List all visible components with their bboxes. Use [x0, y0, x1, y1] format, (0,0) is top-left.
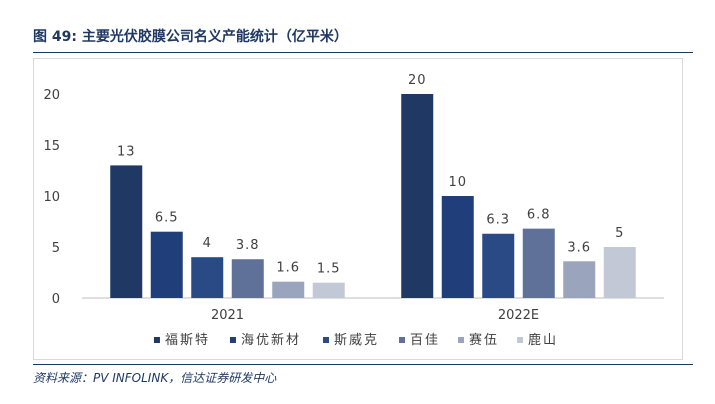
legend-label: 鹿山: [528, 332, 558, 348]
bar: [312, 282, 345, 298]
legend-label: 赛伍: [469, 332, 499, 348]
legend-item: 海优新材: [229, 332, 301, 348]
legend-item: 斯威克: [322, 333, 379, 348]
legend-label: 斯威克: [334, 333, 379, 348]
data-label: 6.5: [155, 211, 179, 226]
legend-swatch: [458, 337, 465, 343]
bar: [482, 233, 515, 298]
bar: [522, 228, 555, 298]
legend-item: 百佳: [399, 333, 440, 348]
data-label: 4: [203, 236, 212, 251]
y-tick-label: 10: [43, 190, 60, 205]
legend-swatch: [322, 337, 329, 343]
x-axis: 2021 2022E: [82, 297, 664, 323]
bar: [191, 257, 224, 298]
legend-label: 海优新材: [241, 332, 301, 348]
data-label: 6.3: [486, 213, 510, 228]
data-label: 6.8: [527, 208, 551, 223]
legend-item: 福斯特: [153, 333, 210, 348]
source-note: 资料来源：PV INFOLINK，信达证券研发中心: [33, 371, 277, 385]
x-tick-label: 2021: [211, 308, 244, 323]
data-label: 10: [448, 175, 467, 190]
data-label: 5: [615, 226, 624, 241]
bar: [110, 165, 143, 298]
legend-swatch: [517, 337, 524, 343]
bar: [603, 247, 636, 298]
legend-label: 百佳: [410, 333, 440, 348]
legend: 福斯特 海优新材 斯威克 百佳 赛伍 鹿山: [153, 332, 558, 348]
y-tick-label: 5: [52, 241, 60, 256]
title-rule: [33, 52, 693, 53]
data-label: 20: [408, 73, 427, 88]
legend-swatch: [229, 337, 236, 343]
legend-label: 福斯特: [165, 333, 210, 348]
y-tick-label: 15: [43, 139, 60, 154]
data-label: 3.8: [236, 238, 260, 253]
figure-title: 图 49: 主要光伏胶膜公司名义产能统计（亿平米）: [33, 29, 348, 45]
bar: [401, 94, 434, 298]
chart-area: 0 5 10 15 20 2021 2022E 13 6.5 4 3.8 1.6 1.5 20 10 6.…: [33, 58, 683, 360]
bar: [563, 261, 596, 298]
y-tick-label: 20: [43, 88, 60, 103]
data-labels: 13 6.5 4 3.8 1.6 1.5 20 10 6.3 6.8 3.6 5: [117, 73, 624, 277]
data-label: 1.5: [317, 262, 341, 277]
x-tick-label: 2022E: [498, 308, 539, 323]
source-rule: [33, 364, 693, 365]
legend-swatch: [399, 337, 405, 343]
y-axis: 0 5 10 15 20: [43, 88, 60, 307]
y-tick-label: 0: [52, 292, 60, 307]
data-label: 13: [117, 144, 136, 159]
bar: [150, 231, 183, 298]
legend-item: 赛伍: [458, 332, 499, 348]
legend-item: 鹿山: [517, 332, 558, 348]
bar: [441, 196, 474, 298]
data-label: 1.6: [276, 261, 300, 276]
data-label: 3.6: [567, 240, 591, 255]
bar: [272, 281, 305, 298]
bars: [110, 94, 636, 298]
legend-swatch: [153, 337, 160, 343]
bar: [231, 259, 264, 298]
bar-chart: 0 5 10 15 20 2021 2022E 13 6.5 4 3.8 1.6 1.5 20 10 6.…: [43, 73, 664, 348]
